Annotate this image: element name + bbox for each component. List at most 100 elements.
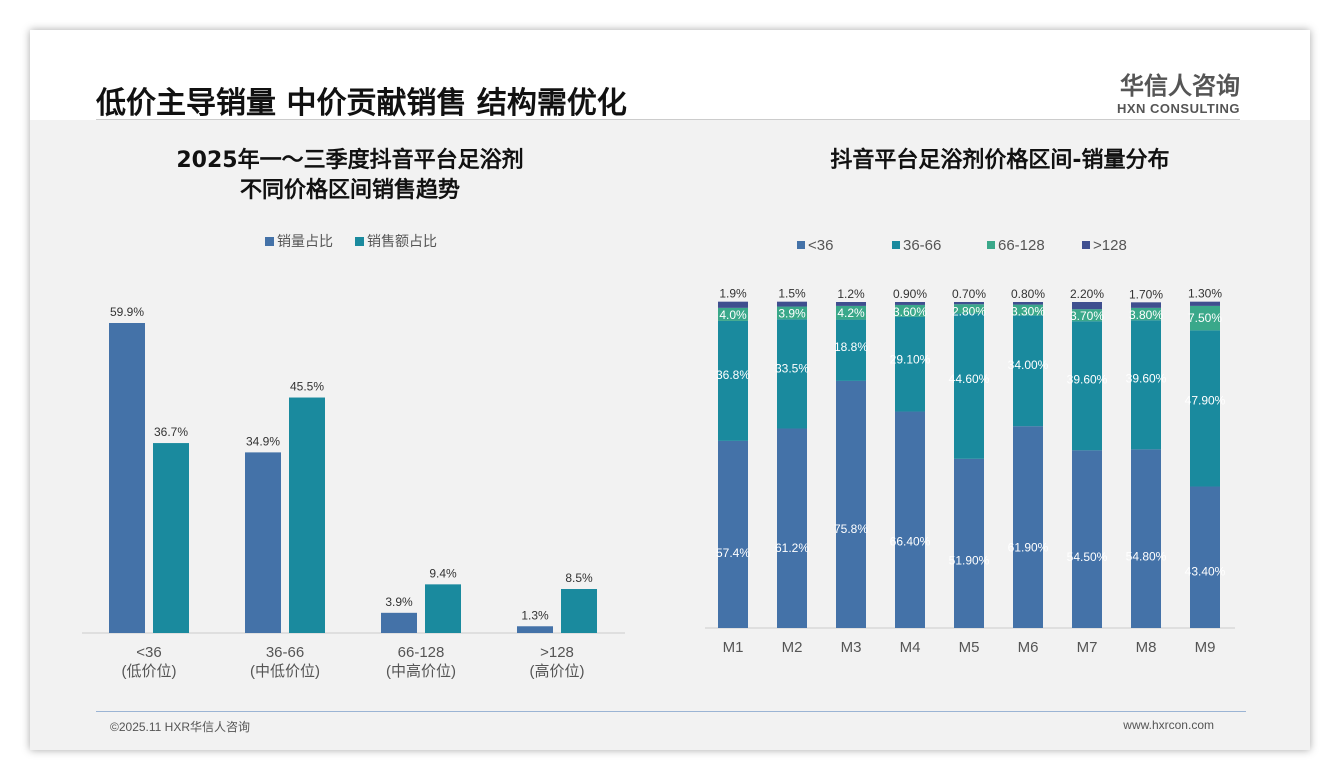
data-label: 8.5% [565,571,593,585]
stacked-bar-segment [954,302,984,305]
legend-label: >128 [1093,237,1127,254]
stacked-bar-segment [1190,301,1220,306]
data-label: 43.40% [1185,564,1226,578]
stacked-bar-segment [895,304,925,317]
bar [289,397,325,633]
legend-label: 销售额占比 [367,233,437,249]
tick-sublabel: (低价位) [122,663,177,680]
data-label: 54.50% [1067,550,1108,564]
right-chart-title: 抖音平台足浴剂价格区间-销量分布 [830,148,1170,173]
stacked-bar-segment [718,320,748,441]
legend-swatch [265,237,274,246]
data-label: 3.9% [778,307,806,321]
stacked-bar-segment [1013,302,1043,305]
legend-swatch [892,241,900,249]
tick-label: M3 [841,639,862,656]
footer-divider [96,711,1246,712]
data-label: 34.00% [1008,358,1049,372]
tick-sublabel: (中低价位) [250,663,320,680]
stacked-bar-segment [1072,321,1102,451]
data-label: 1.30% [1188,287,1222,301]
data-label: 39.60% [1067,372,1108,386]
logo: 华信人咨询 HXN CONSULTING [1117,66,1240,116]
legend-swatch [797,241,805,249]
stacked-bar-segment [718,440,748,628]
tick-label: 66-128 [398,644,445,661]
left-chart-title: 2025年一～三季度抖音平台足浴剂 不同价格区间销售趋势 [100,146,600,206]
stacked-bar-segment [836,380,866,628]
data-label: 51.90% [949,553,990,567]
data-label: 1.5% [778,287,806,301]
data-label: 44.60% [949,372,990,386]
data-label: 54.80% [1126,550,1167,564]
stacked-bar-segment [954,458,984,628]
stacked-bar-segment [895,411,925,628]
left-title-line1: 2025年一～三季度抖音平台足浴剂 [176,148,524,173]
data-label: 47.90% [1185,394,1226,408]
data-label: 3.80% [1129,308,1163,322]
stacked-bar-segment [718,301,748,308]
stacked-bar-segment [1131,307,1161,321]
data-label: 0.80% [1011,287,1045,301]
bar [153,443,189,633]
tick-label: M9 [1195,639,1216,656]
bar [109,323,145,633]
legend-label: 36-66 [903,237,941,254]
stacked-bar-segment [1013,304,1043,316]
stacked-bar-segment [1013,315,1043,427]
legend-swatch [987,241,995,249]
data-label: 1.70% [1129,287,1163,301]
data-label: 7.50% [1188,311,1222,325]
tick-label: M1 [723,639,744,656]
data-label: 1.2% [837,287,865,301]
data-label: 18.8% [834,340,868,354]
data-label: 0.70% [952,287,986,301]
stacked-bar-segment [1013,426,1043,628]
data-label: 33.5% [775,361,809,375]
data-label: 61.2% [775,541,809,555]
tick-sublabel: (中高价位) [386,663,456,680]
tick-label: >128 [540,644,574,661]
bar [517,626,553,633]
data-label: 9.4% [429,566,457,580]
footer-copyright: ©2025.11 HXR华信人咨询 [110,720,250,734]
tick-label: 36-66 [266,644,304,661]
stacked-bar-segment [777,428,807,628]
bar [425,584,461,633]
data-label: 45.5% [290,380,324,394]
stacked-bar-segment [836,305,866,320]
stacked-bar-segment [1190,305,1220,331]
data-label: 4.0% [719,308,747,322]
legend-label: 66-128 [998,237,1045,254]
stacked-bar-segment [1072,309,1102,322]
stacked-bar-segment [895,302,925,305]
data-label: 0.90% [893,287,927,301]
data-label: 36.8% [716,368,750,382]
tick-sublabel: (高价位) [530,663,585,680]
data-label: 75.8% [834,522,868,536]
stacked-bar-segment [777,301,807,307]
footer-url: www.hxrcon.com [1123,718,1214,732]
tick-label: M7 [1077,639,1098,656]
stacked-bar-segment [718,307,748,321]
data-label: 2.20% [1070,287,1104,301]
tick-label: M8 [1136,639,1157,656]
stacked-bar-segment [836,319,866,381]
stacked-bar-segment [1131,449,1161,628]
stacked-bar-segment [1190,330,1220,487]
stacked-bar-segment [1072,302,1102,310]
data-label: 66.40% [890,534,931,548]
stacked-bar-segment [1072,450,1102,628]
stacked-bar-segment [895,316,925,412]
stacked-bar-segment [1190,486,1220,628]
tick-label: M4 [900,639,921,656]
stacked-bar-segment [777,306,807,320]
stacked-bar-segment [954,313,984,459]
stacked-bar-segment [1131,320,1161,450]
data-label: 1.3% [521,608,549,622]
stacked-bar-segment [954,304,984,314]
tick-label: M6 [1018,639,1039,656]
header-band [30,30,1310,120]
bar [245,452,281,633]
